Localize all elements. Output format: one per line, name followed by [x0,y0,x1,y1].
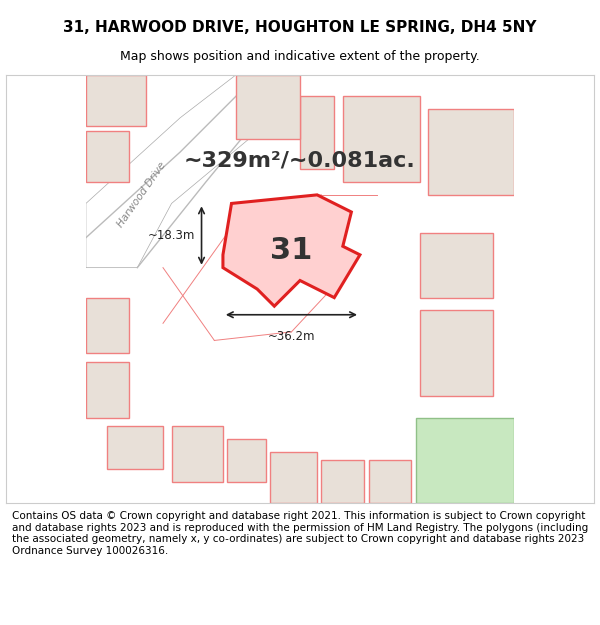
Polygon shape [420,311,493,396]
Polygon shape [428,109,514,195]
Polygon shape [86,75,146,126]
Polygon shape [227,439,266,482]
Polygon shape [86,131,129,182]
Text: Contains OS data © Crown copyright and database right 2021. This information is : Contains OS data © Crown copyright and d… [12,511,588,556]
Polygon shape [86,75,278,268]
Polygon shape [300,96,334,169]
Polygon shape [420,233,493,298]
Text: Map shows position and indicative extent of the property.: Map shows position and indicative extent… [120,50,480,63]
Polygon shape [343,96,420,182]
Text: ~329m²/~0.081ac.: ~329m²/~0.081ac. [184,151,416,171]
Polygon shape [172,426,223,482]
Polygon shape [322,460,364,503]
Polygon shape [107,426,163,469]
Polygon shape [368,460,412,503]
Text: Harwood Drive: Harwood Drive [115,161,168,229]
Polygon shape [236,75,300,139]
Polygon shape [86,298,129,353]
Text: ~36.2m: ~36.2m [268,330,315,342]
Polygon shape [270,452,317,503]
Text: ~18.3m: ~18.3m [148,229,195,242]
Text: 31, HARWOOD DRIVE, HOUGHTON LE SPRING, DH4 5NY: 31, HARWOOD DRIVE, HOUGHTON LE SPRING, D… [63,20,537,35]
Polygon shape [86,362,129,418]
Text: 31: 31 [270,236,313,265]
Polygon shape [416,418,514,503]
Polygon shape [223,195,360,306]
